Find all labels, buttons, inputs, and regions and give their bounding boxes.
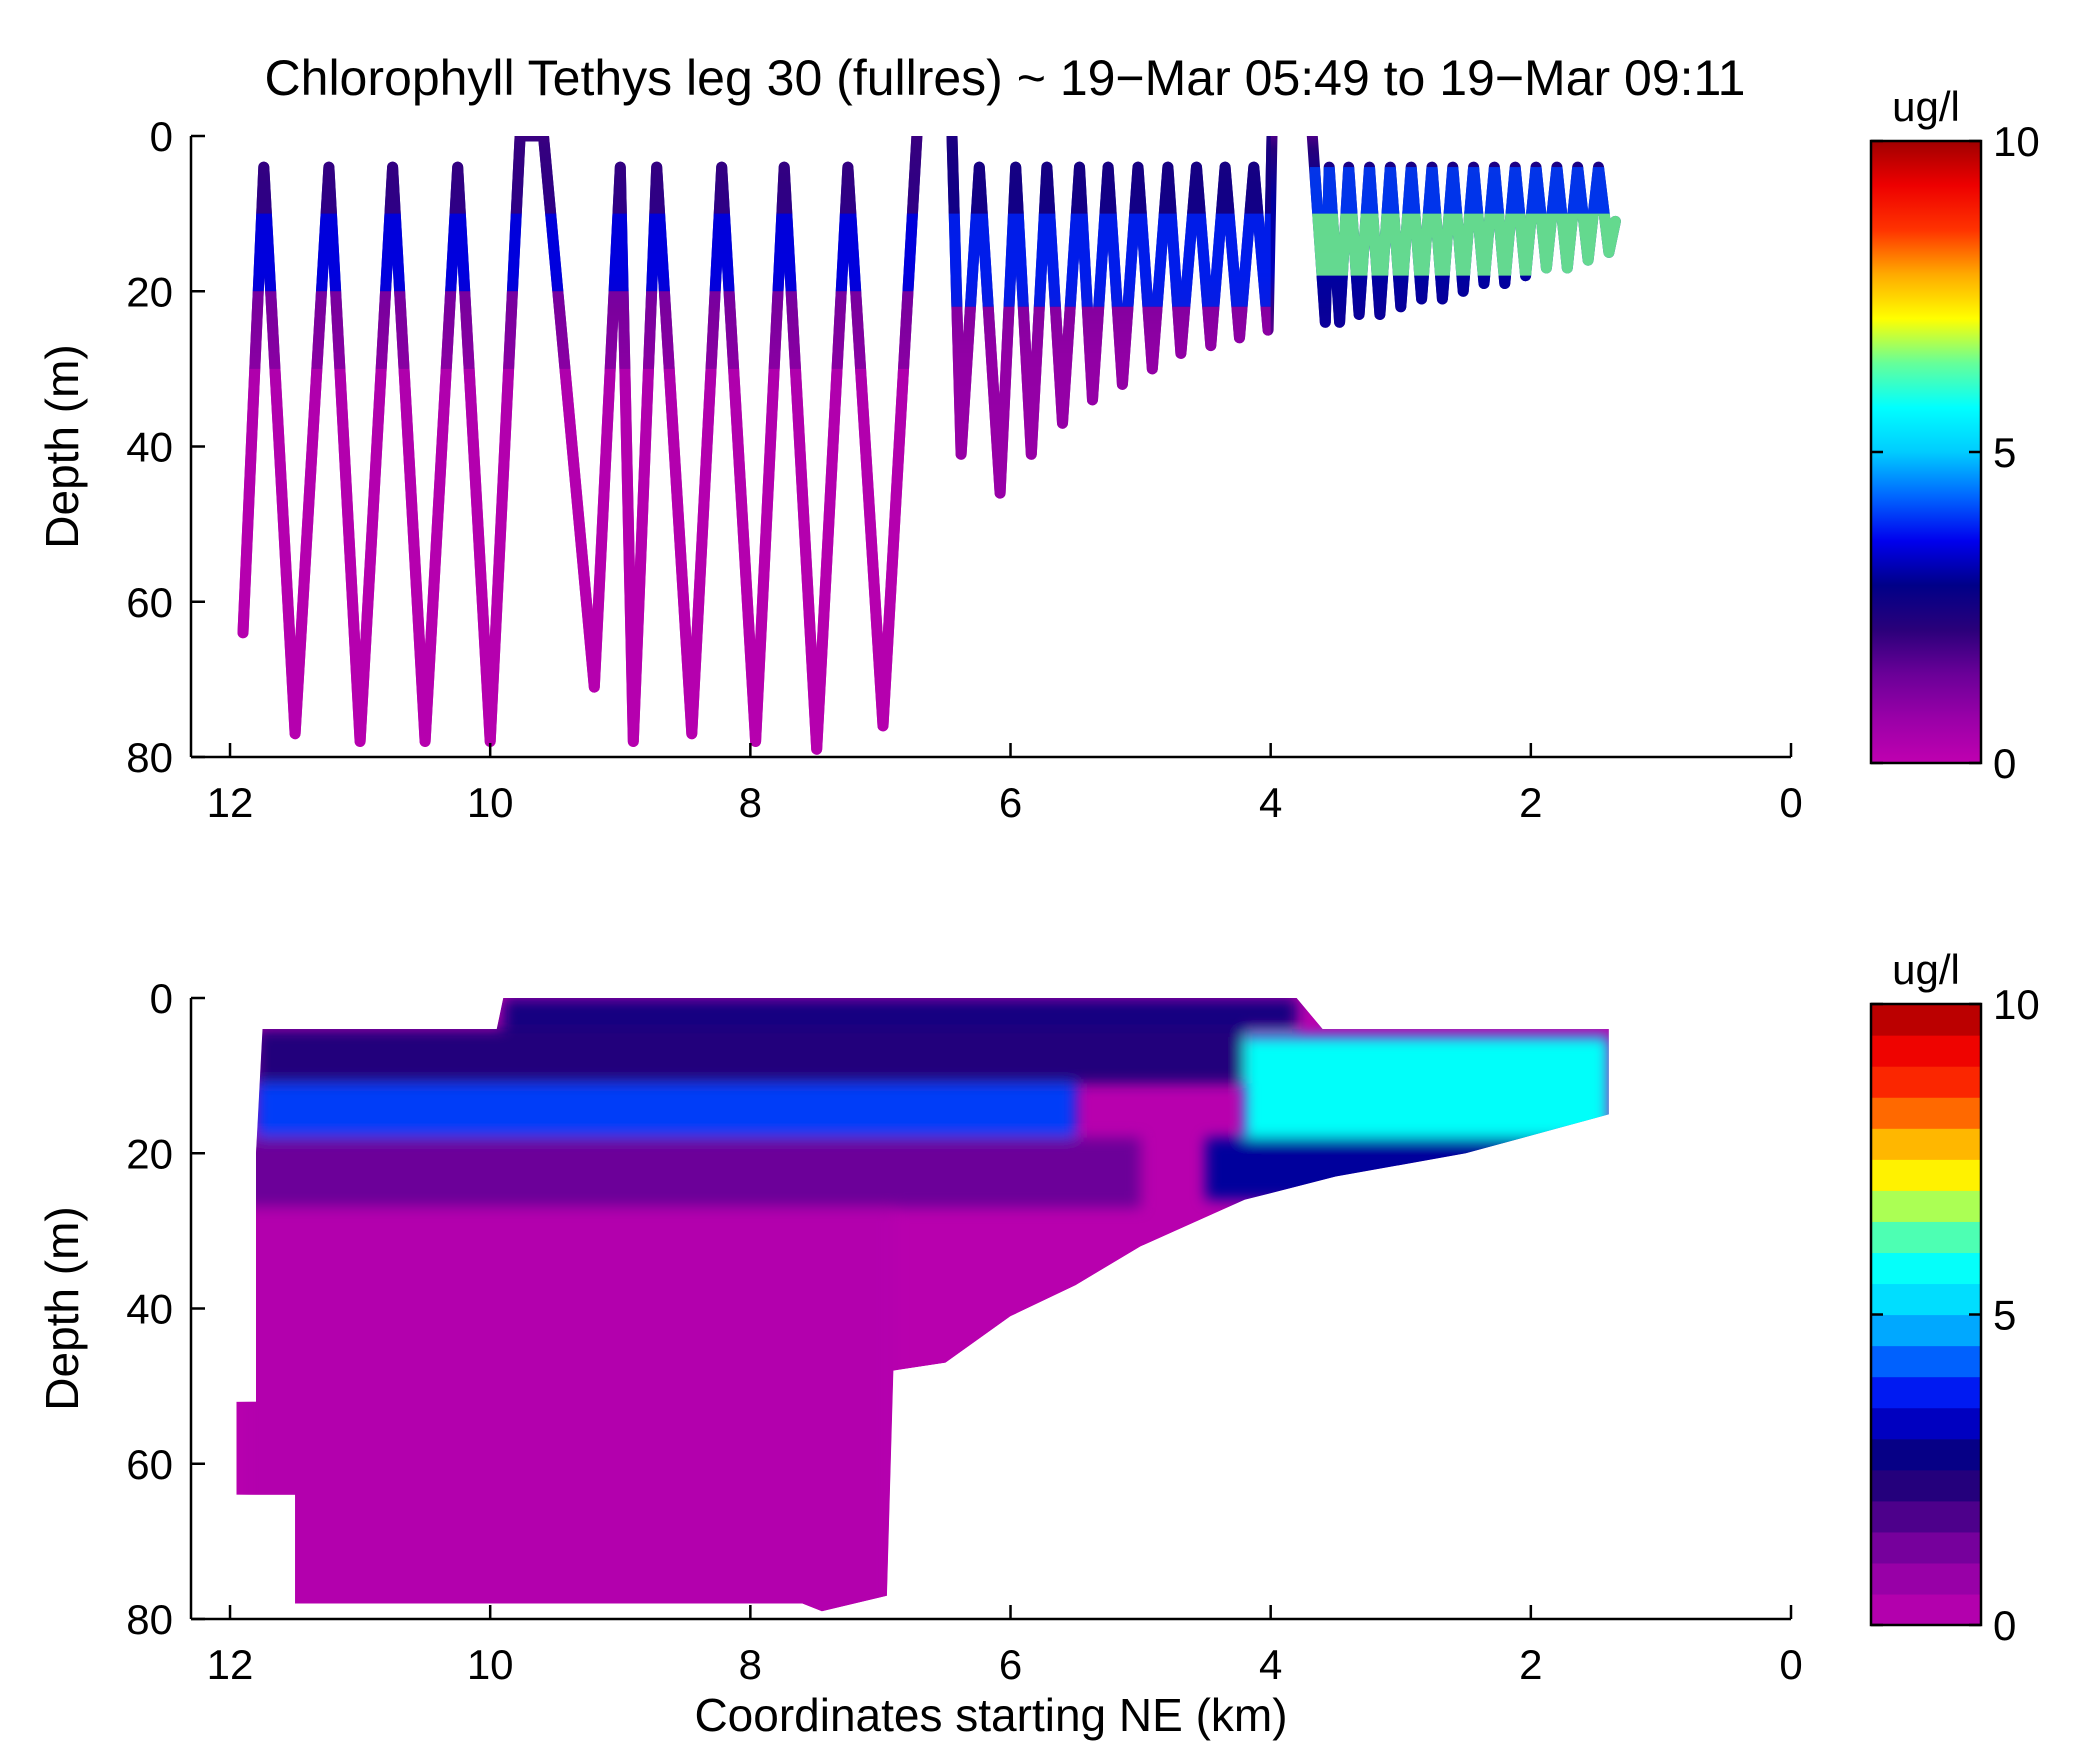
bottom-x-tick-label: 12 [207,1641,254,1688]
bottom-x-axis-label: Coordinates starting NE (km) [694,1689,1287,1741]
profile-cell-1 [230,213,946,292]
chart-title: Chlorophyll Tethys leg 30 (fullres) ~ 19… [265,50,1746,106]
top-x-tick-label: 0 [1779,779,1802,826]
bottom-y-tick-label: 80 [126,1596,173,1643]
bottom-colorbar-band [1871,1345,1981,1378]
bottom-colorbar-band [1871,1500,1981,1533]
contour-layer-1 [256,1029,1245,1084]
bottom-y-tick-label: 20 [126,1130,173,1177]
bottom-colorbar-band [1871,1066,1981,1098]
bottom-colorbar-tick-label: 0 [1993,1602,2016,1649]
contour-layer-2 [256,1083,1076,1138]
bottom-y-tick-label: 0 [150,975,173,1022]
bottom-x-tick-label: 4 [1259,1641,1282,1688]
bottom-colorbar-band [1871,1314,1981,1347]
bottom-x-tick-label: 6 [999,1641,1022,1688]
bottom-y-tick-label: 60 [126,1441,173,1488]
bottom-colorbar-band [1871,1407,1981,1440]
bottom-colorbar-band [1871,1562,1981,1595]
top-colorbar-tick-label: 5 [1993,429,2016,476]
bottom-colorbar-tick-label: 5 [1993,1292,2016,1339]
contour-layer-0 [503,998,1297,1030]
profile-cell-5 [945,213,1271,307]
top-colorbar-tick-label: 10 [1993,118,2040,165]
top-x-tick-label: 10 [467,779,514,826]
contour-layer-4 [243,1207,894,1612]
bottom-colorbar-band [1871,1190,1981,1222]
bottom-colorbar-band [1871,1438,1981,1471]
bottom-x-tick-label: 10 [467,1641,514,1688]
profile-cell-2 [230,291,946,369]
bottom-x-tick-label: 0 [1779,1641,1802,1688]
bottom-colorbar-band [1871,1035,1981,1067]
top-colorbar-fill [1871,141,1981,763]
top-x-tick-label: 6 [999,779,1022,826]
contour-layer-3 [243,1137,1141,1208]
track-value-overlay [230,136,1622,757]
bottom-colorbar-unit: ug/l [1892,946,1960,993]
bottom-colorbar-band [1871,1004,1981,1036]
profile-cell-4 [945,136,1271,214]
profile-cell-9 [1309,275,1622,331]
profile-cell-6 [945,306,1271,525]
profile-cell-0 [230,136,946,214]
top-x-tick-label: 2 [1519,779,1542,826]
profile-cell-3 [230,368,946,757]
bottom-colorbar-band [1871,1221,1981,1253]
top-x-tick-label: 4 [1259,779,1282,826]
top-y-tick-label: 80 [126,734,173,781]
contour-layer-6 [1205,1137,1557,1200]
bottom-colorbar-band [1871,1531,1981,1564]
colorbar-bottom: 0 5 10 ug/l [1869,946,2040,1649]
contour-data-layer [236,998,1609,1612]
profile-cell-8 [1309,213,1622,276]
contour-domain [236,998,1609,1612]
bottom-colorbar-band [1871,1593,1981,1626]
top-y-tick-label: 20 [126,268,173,315]
track-data-layer [230,136,1622,757]
bottom-y-axis-label: Depth (m) [36,1206,88,1410]
profile-cell-7 [1309,167,1622,214]
bottom-x-tick-label: 8 [739,1641,762,1688]
bottom-colorbar-band [1871,1128,1981,1160]
colorbar-top: 0 5 10 ug/l [1869,83,2040,787]
contour-layer-5 [1244,1036,1609,1138]
bottom-colorbar-band [1871,1283,1981,1316]
top-y-tick-label: 60 [126,579,173,626]
top-y-tick-label: 40 [126,424,173,471]
bottom-y-tick-label: 40 [126,1286,173,1333]
top-x-tick-label: 12 [207,779,254,826]
top-x-tick-label: 8 [739,779,762,826]
bottom-colorbar-band [1871,1159,1981,1191]
top-colorbar-tick-label: 0 [1993,740,2016,787]
bottom-colorbar-band [1871,1097,1981,1129]
bottom-x-tick-label: 2 [1519,1641,1542,1688]
top-y-axis-label: Depth (m) [36,344,88,548]
bottom-colorbar-tick-label: 10 [1993,981,2040,1028]
top-colorbar-unit: ug/l [1892,83,1960,130]
bottom-colorbar-band [1871,1252,1981,1285]
top-y-tick-label: 0 [150,113,173,160]
bottom-colorbar-band [1871,1469,1981,1502]
bottom-colorbar-band [1871,1376,1981,1409]
